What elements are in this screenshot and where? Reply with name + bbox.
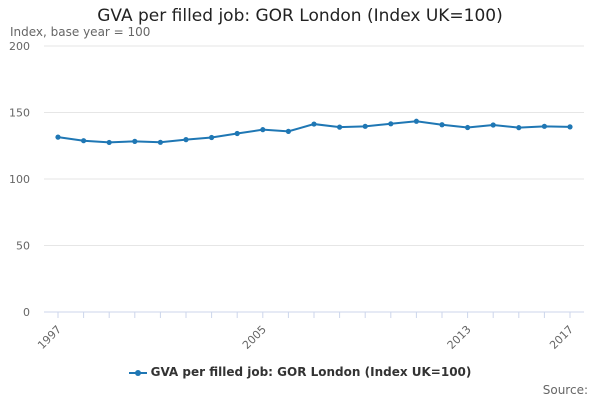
data-point[interactable] [132, 138, 138, 144]
legend-label: GVA per filled job: GOR London (Index UK… [150, 365, 472, 379]
y-tick-label: 100 [9, 173, 30, 186]
data-point[interactable] [541, 123, 548, 129]
data-point[interactable] [413, 118, 419, 124]
data-point[interactable] [311, 121, 317, 127]
data-point[interactable] [285, 128, 291, 134]
x-tick-label: 1997 [35, 323, 64, 352]
x-tick-label: 2017 [547, 323, 576, 352]
grid-lines [44, 45, 584, 246]
data-point[interactable] [157, 139, 163, 145]
legend-swatch [128, 369, 147, 376]
data-point[interactable] [490, 122, 496, 128]
x-tick-label: 2005 [240, 323, 269, 352]
data-point[interactable] [362, 123, 368, 129]
y-tick-label: 0 [23, 306, 30, 319]
data-point[interactable] [81, 138, 87, 144]
y-tick-label: 50 [16, 240, 30, 253]
source-label: Source: [542, 383, 588, 397]
data-point[interactable] [567, 124, 573, 130]
x-axis: 1997 2005 2013 2017 [35, 311, 584, 352]
y-tick-label: 150 [9, 107, 30, 120]
data-point[interactable] [337, 124, 343, 130]
data-point[interactable] [260, 127, 266, 133]
x-tick-label: 2013 [445, 323, 474, 352]
data-point[interactable] [209, 134, 215, 141]
data-point[interactable] [516, 125, 522, 131]
chart-title: GVA per filled job: GOR London (Index UK… [97, 6, 503, 26]
data-point[interactable] [388, 121, 394, 127]
y-tick-label: 200 [9, 40, 30, 53]
data-point[interactable] [465, 124, 471, 131]
y-axis-tick-labels: 0 50 100 150 200 [9, 40, 30, 319]
legend[interactable]: GVA per filled job: GOR London (Index UK… [0, 365, 600, 379]
data-point[interactable] [439, 122, 445, 128]
data-series [55, 118, 573, 146]
chart-subtitle: Index, base year = 100 [10, 25, 151, 39]
data-point[interactable] [55, 134, 61, 140]
data-point[interactable] [106, 139, 112, 146]
data-point[interactable] [234, 130, 240, 137]
data-point[interactable] [183, 137, 189, 143]
